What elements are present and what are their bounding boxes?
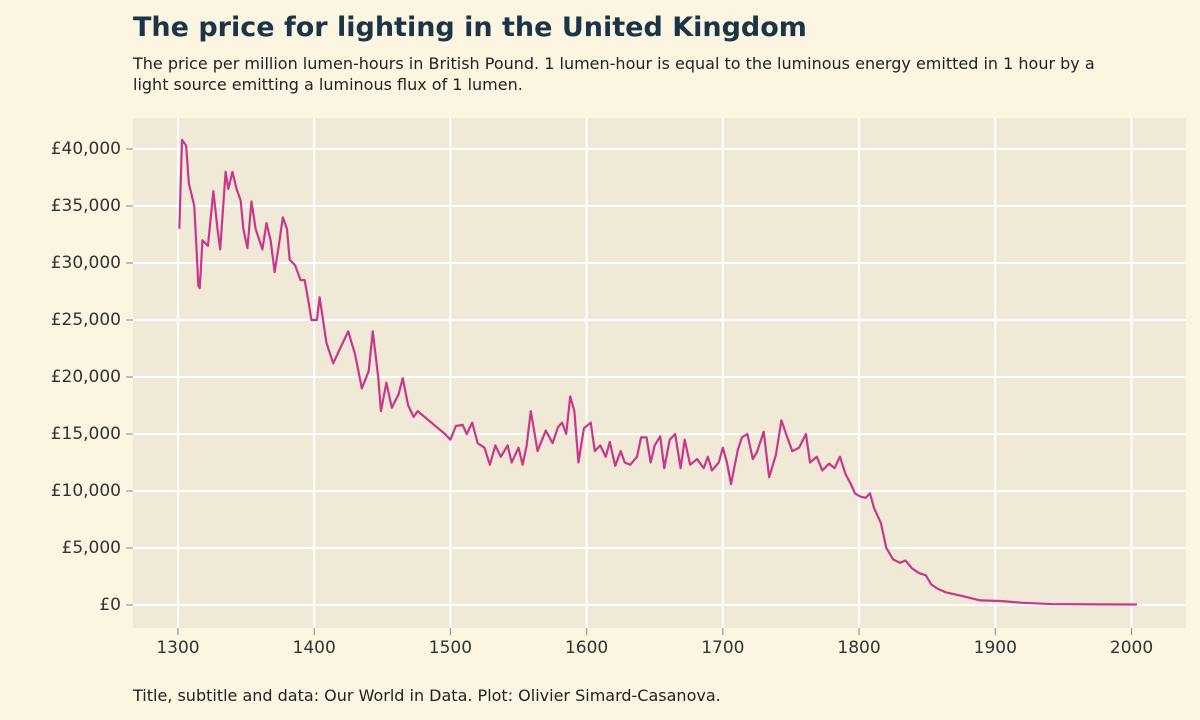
chart-subtitle: The price per million lumen-hours in Bri…	[133, 54, 1095, 94]
y-tick-label: £15,000	[51, 424, 121, 444]
y-tick-label: £10,000	[51, 481, 121, 501]
x-tick-label: 1800	[837, 638, 880, 658]
x-tick-label: 1900	[974, 638, 1017, 658]
x-tick-label: 1300	[156, 638, 199, 658]
y-tick-label: £35,000	[51, 196, 121, 216]
x-tick-label: 1600	[565, 638, 608, 658]
y-tick-label: £5,000	[62, 538, 121, 558]
x-tick-label: 1700	[701, 638, 744, 658]
y-tick-label: £30,000	[51, 253, 121, 273]
y-tick-label: £20,000	[51, 367, 121, 387]
chart-title: The price for lighting in the United Kin…	[133, 12, 807, 43]
chart-caption: Title, subtitle and data: Our World in D…	[133, 686, 721, 705]
x-tick-label: 2000	[1110, 638, 1153, 658]
plot-panel	[133, 118, 1186, 628]
y-tick-label: £25,000	[51, 310, 121, 330]
price-line	[178, 138, 1137, 606]
x-tick-label: 1500	[429, 638, 472, 658]
x-tick-label: 1400	[293, 638, 336, 658]
y-tick-label: £40,000	[51, 139, 121, 159]
y-tick-label: £0	[99, 595, 121, 615]
